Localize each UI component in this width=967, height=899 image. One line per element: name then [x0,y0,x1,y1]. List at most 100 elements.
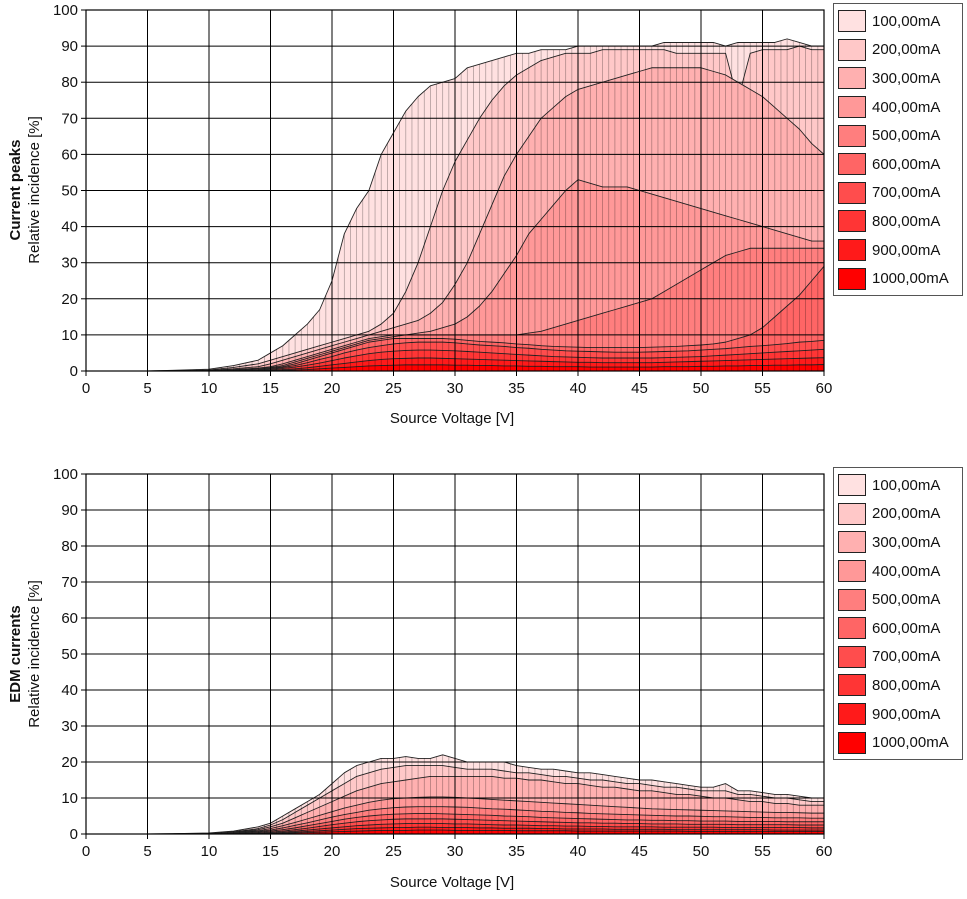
legend-swatch [838,210,866,233]
legend-label: 200,00mA [872,41,941,59]
y-tick-label: 100 [53,2,78,19]
legend-label: 1000,00mA [872,270,949,288]
y-tick-label: 20 [61,291,78,308]
legend-item: 100,00mA [838,7,958,36]
legend-label: 400,00mA [872,98,941,116]
y-tick-label: 10 [61,327,78,344]
x-tick-label: 0 [82,380,90,397]
legend-label: 300,00mA [872,69,941,87]
legend-swatch [838,703,866,726]
legend-label: 600,00mA [872,619,941,637]
legend-swatch [838,588,866,611]
legend-item: 700,00mA [838,643,958,672]
x-tick-label: 45 [631,843,648,860]
x-tick-label: 35 [508,380,525,397]
legend-label: 700,00mA [872,184,941,202]
y-tick-label: 80 [61,74,78,91]
x-tick-label: 30 [447,843,464,860]
y-tick-label: 70 [61,574,78,591]
y-tick-label: 30 [61,718,78,735]
legend-item: 500,00mA [838,585,958,614]
y-tick-label: 0 [70,826,78,843]
legend-swatch [838,153,866,176]
x-tick-label: 15 [262,843,279,860]
y-tick-label: 100 [53,466,78,483]
legend-swatch [838,474,866,497]
x-tick-label: 50 [693,380,710,397]
legend-swatch [838,96,866,119]
chart-edm-currents: EDM currents Relative incidence [%] 0 5 10… [0,462,967,899]
legend-item: 100,00mA [838,471,958,500]
x-tick-label: 25 [385,380,402,397]
legend-swatch [838,267,866,290]
plot-area: 0 5 10 15 20 25 30 35 40 45 50 55 60 0 10 20 30 40 50 60 70 8… [53,466,832,860]
legend-swatch [838,239,866,262]
y-tick-label: 40 [61,219,78,236]
y-tick-label: 90 [61,38,78,55]
x-tick-label: 25 [385,843,402,860]
legend-swatch [838,560,866,583]
legend-item: 600,00mA [838,150,958,179]
legend-swatch [838,617,866,640]
plot-area: 0 5 10 15 20 25 30 35 40 45 50 55 60 0 10 20 30 40 50 60 70 8… [53,2,833,397]
grid [85,473,825,835]
x-axis-label: Source Voltage [V] [389,874,515,891]
legend-label: 200,00mA [872,505,941,523]
legend-swatch [838,674,866,697]
legend-label: 300,00mA [872,533,941,551]
x-tick-label: 40 [570,843,587,860]
legend: 100,00mA 200,00mA 300,00mA 400,00mA 500,00mA… [833,467,963,760]
legend-label: 900,00mA [872,241,941,259]
legend-item: 1000,00mA [838,264,958,293]
legend-swatch [838,67,866,90]
y-tick-label: 50 [61,646,78,663]
x-tick-label: 5 [143,843,151,860]
x-tick-label: 20 [324,380,341,397]
legend-item: 400,00mA [838,93,958,122]
legend-item: 900,00mA [838,700,958,729]
y-tick-label: 0 [70,363,78,380]
x-tick-label: 10 [201,380,218,397]
legend-swatch [838,731,866,754]
y-tick-label: 50 [61,183,78,200]
legend-label: 100,00mA [872,12,941,30]
x-tick-label: 55 [754,843,771,860]
legend: 100,00mA 200,00mA 300,00mA 400,00mA 500,00mA… [833,3,963,296]
x-tick-label: 55 [754,380,771,397]
legend-swatch [838,38,866,61]
y-tick-label: 20 [61,754,78,771]
legend-label: 800,00mA [872,676,941,694]
x-tick-label: 40 [570,380,587,397]
legend-item: 200,00mA [838,36,958,65]
x-tick-label: 45 [631,380,648,397]
x-tick-label: 20 [324,843,341,860]
legend-label: 400,00mA [872,562,941,580]
legend-item: 300,00mA [838,528,958,557]
legend-label: 700,00mA [872,648,941,666]
legend-item: 800,00mA [838,207,958,236]
legend-item: 600,00mA [838,614,958,643]
legend-swatch [838,124,866,147]
x-tick-label: 10 [201,843,218,860]
legend-label: 100,00mA [872,476,941,494]
legend-swatch [838,10,866,33]
y-tick-label: 60 [61,610,78,627]
legend-swatch [838,181,866,204]
legend-swatch [838,502,866,525]
x-tick-label: 15 [262,380,279,397]
legend-label: 900,00mA [872,705,941,723]
legend-label: 800,00mA [872,212,941,230]
y-tick-label: 40 [61,682,78,699]
y-tick-label: 10 [61,790,78,807]
legend-item: 400,00mA [838,557,958,586]
legend-label: 1000,00mA [872,734,949,752]
legend-swatch [838,645,866,668]
y-tick-label: 70 [61,110,78,127]
legend-label: 600,00mA [872,155,941,173]
legend-item: 900,00mA [838,236,958,265]
legend-item: 200,00mA [838,500,958,529]
x-tick-label: 50 [693,843,710,860]
legend-label: 500,00mA [872,127,941,145]
y-tick-label: 60 [61,146,78,163]
x-tick-label: 60 [816,380,833,397]
